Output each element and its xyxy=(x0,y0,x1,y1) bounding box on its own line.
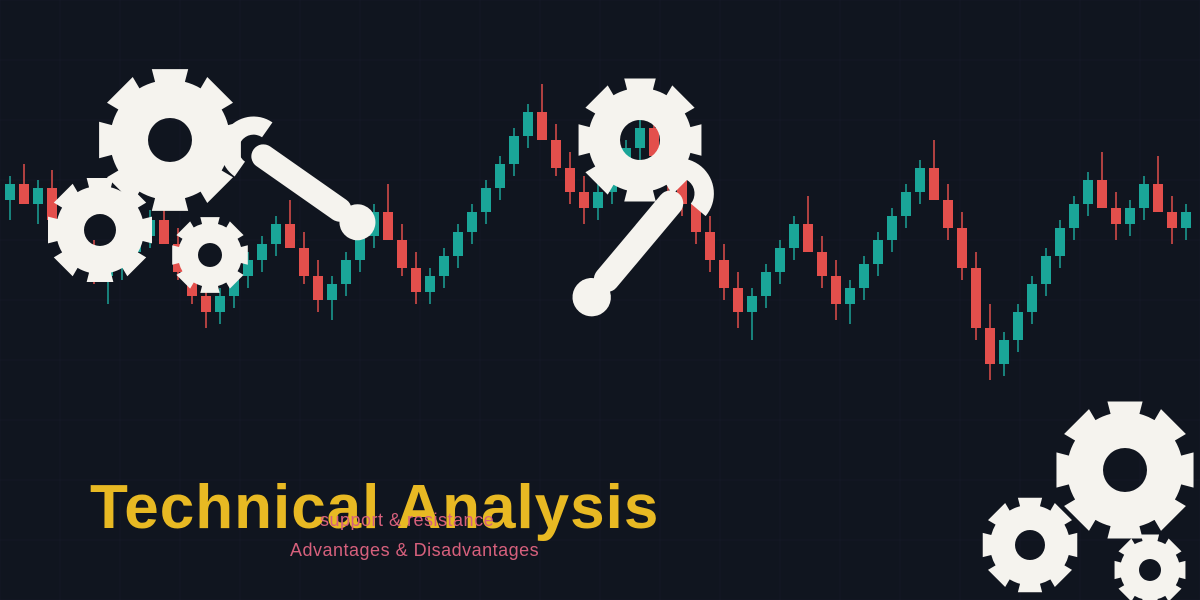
subtitle-line-2: Advantages & Disadvantages xyxy=(290,540,539,561)
main-title: Technical Analysis xyxy=(90,472,659,543)
infographic-stage: Technical Analysis support & resistance … xyxy=(0,0,1200,600)
subtitle-line-1: support & resistance xyxy=(320,510,494,531)
